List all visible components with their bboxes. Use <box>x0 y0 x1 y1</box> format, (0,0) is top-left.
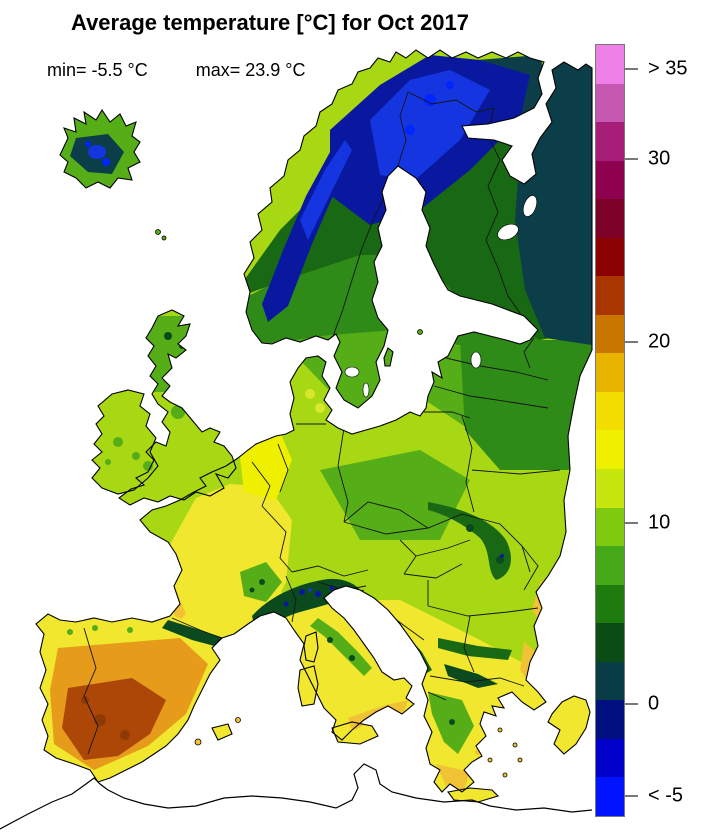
overlay-iberia-hot-spot <box>94 714 106 726</box>
overlay-norway-spine-blue <box>300 140 352 240</box>
overlay-alps-glacier <box>308 588 312 592</box>
overlay-peloponnese-golden <box>436 764 470 790</box>
overlay-iberia-hot-spot <box>120 730 130 740</box>
lake-peipus <box>470 351 482 369</box>
colorbar-cell-16 <box>596 661 624 701</box>
colorbar-cell-9 <box>596 391 624 431</box>
overlay-alps-cold-spot <box>283 601 289 607</box>
overlay-greece-peak <box>449 719 455 725</box>
lake-ladoga <box>497 223 519 241</box>
overlay-ireland-green <box>105 459 111 465</box>
colorbar-cell-7 <box>596 314 624 354</box>
lake-vanern <box>344 366 360 378</box>
colorbar-cell-11 <box>596 469 624 508</box>
overlay-carpathians <box>428 502 511 580</box>
overlay-pyrenees <box>162 620 230 648</box>
page-title: Average temperature [°C] for Oct 2017 <box>71 10 470 35</box>
lake-onega <box>522 195 538 217</box>
colorbar-cells <box>596 45 624 816</box>
overlay-alps-cold-spot <box>299 589 305 595</box>
colorbar-cell-12 <box>596 507 624 547</box>
colorbar-cell-6 <box>596 276 624 315</box>
colorbar-cell-2 <box>596 122 624 161</box>
overlay-denmark-patch <box>315 403 325 413</box>
overlay-apennine-peak <box>349 655 355 661</box>
colorbar-cell-13 <box>596 546 624 585</box>
overlay-carpathian-peak <box>466 524 474 532</box>
overlay-balkan-mountains <box>438 638 512 660</box>
lake-vattern <box>362 382 370 398</box>
island-faroe <box>161 235 167 241</box>
overlay-ireland-green <box>132 452 140 460</box>
overlay-lapland-blue <box>370 70 490 180</box>
min-max-stats: min= -5.5 °C max= 23.9 °C <box>47 60 305 81</box>
colorbar-cell-17 <box>596 700 624 739</box>
overlay-anatolia-yellow <box>552 700 580 724</box>
max-temperature-label: max= 23.9 °C <box>195 60 306 80</box>
island-ibiza <box>194 738 202 746</box>
overlay-lapland-coldest <box>446 81 454 89</box>
africa-coastline <box>0 763 593 830</box>
island-aegean <box>512 742 518 748</box>
colorbar-cell-14 <box>596 584 624 624</box>
overlay-iceland-glacier-core <box>102 158 110 166</box>
overlay-carpathian-cold <box>500 554 504 558</box>
overlay-belarus-midgreen <box>460 340 592 470</box>
colorbar-cell-0 <box>596 45 624 84</box>
colorbar-cell-18 <box>596 738 624 778</box>
overlay-north-spain-green <box>67 629 73 635</box>
colorbar-cell-1 <box>596 83 624 123</box>
overlay-wales-green <box>143 461 153 471</box>
island-aland <box>417 329 423 335</box>
colorbar-cell-8 <box>596 353 624 392</box>
overlay-germany-poland-green <box>320 450 470 540</box>
island-aegean <box>497 727 503 733</box>
overlay-apennines <box>310 618 372 676</box>
colorbar-cell-19 <box>596 777 624 816</box>
overlay-massif-peak <box>259 579 265 585</box>
overlay-france-yellow <box>150 484 292 652</box>
lakes <box>344 195 538 398</box>
colorbar-cell-3 <box>596 160 624 200</box>
colorbar-cell-10 <box>596 430 624 470</box>
overlay-bulgaria-coast-golden <box>520 642 536 684</box>
island-aegean <box>502 772 508 778</box>
island-aegean <box>517 757 523 763</box>
overlay-alps-cold-spot <box>315 591 321 597</box>
overlay-massif-peak <box>249 587 255 593</box>
overlay-pennines <box>171 405 185 419</box>
overlay-apennine-peak <box>327 637 333 643</box>
temperature-colorbar <box>595 44 625 817</box>
min-temperature-label: min= -5.5 °C <box>47 60 148 80</box>
island-aegean <box>487 757 493 763</box>
overlay-iceland-glacier <box>88 145 106 159</box>
overlay-low-countries <box>238 432 292 500</box>
small-islands <box>155 229 523 778</box>
overlay-lapland-coldest <box>405 125 415 135</box>
overlay-italy-yellow <box>292 616 408 734</box>
overlay-north-spain-green <box>127 627 133 633</box>
overlay-rhodope <box>444 664 498 688</box>
overlay-highlands <box>164 332 172 340</box>
overlay-north-spain-green <box>92 625 98 631</box>
overlay-denmark-patch <box>305 389 315 399</box>
overlay-iceland-glacier-core <box>85 141 91 147</box>
overlay-sicily-yellow <box>348 728 356 736</box>
overlay-lapland-coldest <box>424 94 436 106</box>
island-menorca <box>235 717 241 723</box>
overlay-ireland-green <box>113 437 123 447</box>
colorbar-cell-5 <box>596 237 624 277</box>
colorbar-cell-15 <box>596 623 624 662</box>
island-faroe <box>155 229 161 235</box>
colorbar-cell-4 <box>596 199 624 238</box>
